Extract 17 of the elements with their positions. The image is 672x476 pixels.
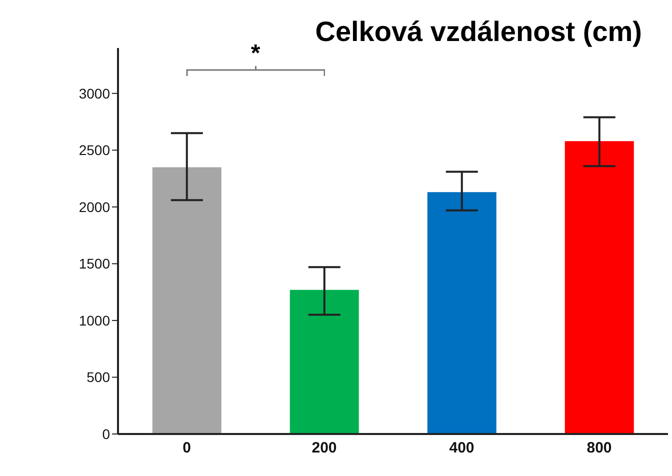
bar (564, 141, 634, 434)
y-tick-label: 0 (102, 426, 110, 442)
y-tick-label: 1500 (78, 256, 110, 272)
bar (290, 290, 359, 434)
y-tick-label: 2500 (78, 142, 110, 158)
x-tick-label: 800 (586, 440, 612, 457)
y-tick-label: 2000 (78, 198, 110, 215)
x-tick-label: 400 (449, 440, 474, 457)
x-tick-label: 200 (312, 440, 337, 457)
chart-title: Celková vzdálenost (cm) (315, 16, 642, 48)
bar (427, 192, 496, 434)
y-tick-label: 500 (86, 369, 110, 386)
annotation: * (250, 40, 262, 68)
x-tick-label: 0 (182, 440, 191, 457)
y-tick-label: 1000 (78, 312, 110, 328)
bar (152, 167, 222, 434)
y-tick-label: 3000 (78, 85, 110, 102)
